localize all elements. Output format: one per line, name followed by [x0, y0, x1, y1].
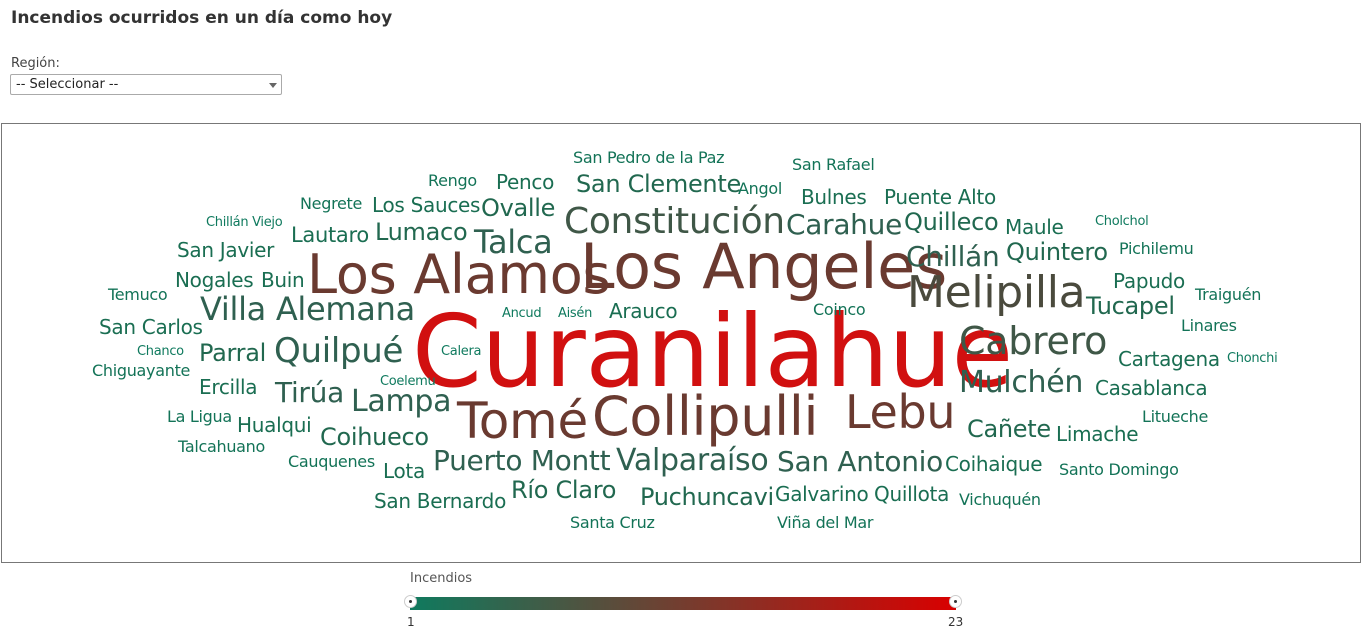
cloud-word[interactable]: Puente Alto: [884, 185, 996, 209]
cloud-word[interactable]: Rengo: [428, 171, 477, 190]
cloud-word[interactable]: Litueche: [1142, 407, 1208, 426]
cloud-word[interactable]: Villa Alemana: [200, 290, 415, 328]
cloud-word[interactable]: Casablanca: [1095, 376, 1208, 400]
cloud-word[interactable]: Quilpué: [274, 331, 404, 371]
cloud-word[interactable]: Aisén: [558, 306, 593, 321]
cloud-word[interactable]: Cauquenes: [288, 452, 375, 471]
cloud-word[interactable]: Lampa: [351, 384, 452, 419]
cloud-word[interactable]: Ancud: [502, 306, 542, 321]
region-select-value: -- Seleccionar --: [16, 77, 119, 92]
cloud-word[interactable]: La Ligua: [167, 407, 232, 426]
cloud-word[interactable]: Coinco: [813, 300, 866, 319]
legend-max-handle[interactable]: [949, 595, 962, 608]
cloud-word[interactable]: Coihaique: [945, 452, 1043, 476]
cloud-word[interactable]: Los Alamos: [307, 243, 611, 306]
cloud-word[interactable]: San Rafael: [792, 155, 875, 174]
page-title: Incendios ocurridos en un día como hoy: [11, 8, 393, 28]
cloud-word[interactable]: Chonchi: [1227, 351, 1278, 366]
cloud-word[interactable]: Temuco: [108, 285, 168, 304]
cloud-word[interactable]: Bulnes: [801, 185, 867, 209]
cloud-word[interactable]: Viña del Mar: [777, 513, 874, 532]
cloud-word[interactable]: Los Angeles: [580, 230, 947, 303]
cloud-word[interactable]: Penco: [496, 170, 555, 194]
cloud-word[interactable]: Talca: [474, 223, 553, 261]
cloud-word[interactable]: Puchuncavi: [640, 483, 774, 511]
cloud-word[interactable]: Mulchén: [959, 365, 1084, 400]
cloud-word[interactable]: Arauco: [609, 299, 678, 323]
cloud-word[interactable]: Curanilahue: [412, 293, 1013, 410]
cloud-word[interactable]: Lota: [383, 459, 425, 483]
cloud-word[interactable]: Calera: [441, 344, 482, 359]
legend-min-handle[interactable]: [404, 595, 417, 608]
word-cloud: Curanilahue Los Angeles Los Alamos Collipul…: [1, 123, 1361, 563]
cloud-word[interactable]: Los Sauces: [372, 193, 481, 217]
cloud-word[interactable]: Nogales: [175, 268, 254, 292]
cloud-word[interactable]: San Antonio: [777, 445, 943, 478]
cloud-word[interactable]: Puerto Montt: [433, 444, 611, 477]
legend-title: Incendios: [410, 571, 473, 586]
cloud-word[interactable]: Cañete: [967, 415, 1051, 443]
cloud-word[interactable]: Chanco: [137, 344, 184, 359]
cloud-word[interactable]: Angol: [738, 179, 782, 198]
cloud-word[interactable]: Coihueco: [320, 423, 429, 451]
cloud-word[interactable]: San Javier: [177, 238, 275, 262]
cloud-word[interactable]: Río Claro: [511, 476, 617, 504]
cloud-word[interactable]: Coelemu: [380, 374, 436, 389]
cloud-word[interactable]: Ercilla: [199, 375, 258, 399]
cloud-word[interactable]: Chillán: [906, 240, 1000, 273]
cloud-word[interactable]: Valparaíso: [616, 443, 769, 478]
cloud-word[interactable]: Limache: [1056, 422, 1139, 446]
cloud-word[interactable]: San Carlos: [99, 315, 203, 339]
cloud-word[interactable]: Lumaco: [375, 218, 468, 246]
cloud-word[interactable]: Collipulli: [592, 385, 819, 448]
cloud-word[interactable]: San Pedro de la Paz: [573, 148, 725, 167]
cloud-word[interactable]: Negrete: [300, 194, 363, 213]
cloud-word[interactable]: Traiguén: [1195, 285, 1262, 304]
cloud-word[interactable]: Buin: [261, 268, 305, 292]
chevron-down-icon: [269, 83, 277, 88]
cloud-word[interactable]: Tucapel: [1086, 292, 1175, 320]
cloud-word[interactable]: Chillán Viejo: [206, 215, 283, 230]
cloud-word[interactable]: Hualqui: [237, 413, 312, 437]
region-select[interactable]: -- Seleccionar --: [10, 74, 282, 95]
cloud-word[interactable]: Chiguayante: [92, 361, 191, 380]
cloud-word[interactable]: Quintero: [1006, 238, 1108, 266]
cloud-word[interactable]: Galvarino: [775, 482, 869, 506]
cloud-word[interactable]: Quillota: [874, 482, 950, 506]
cloud-word[interactable]: Quilleco: [904, 208, 999, 236]
legend-gradient: [410, 597, 956, 610]
cloud-word[interactable]: Talcahuano: [178, 437, 265, 456]
cloud-word[interactable]: Tomé: [457, 392, 588, 450]
legend-max-label: 23: [948, 615, 964, 629]
legend-min-label: 1: [407, 615, 415, 629]
cloud-word[interactable]: Cartagena: [1118, 347, 1220, 371]
cloud-word[interactable]: Vichuquén: [959, 490, 1041, 509]
cloud-word[interactable]: Maule: [1005, 215, 1064, 239]
cloud-word[interactable]: Lebu: [845, 385, 956, 439]
cloud-word[interactable]: Melipilla: [907, 267, 1086, 318]
cloud-word[interactable]: San Clemente: [576, 170, 741, 198]
cloud-word[interactable]: Cabrero: [959, 319, 1108, 363]
cloud-word[interactable]: San Bernardo: [374, 489, 507, 513]
cloud-word[interactable]: Linares: [1181, 316, 1237, 335]
cloud-word[interactable]: Santo Domingo: [1059, 460, 1179, 479]
legend-color-scale: [404, 595, 962, 610]
cloud-word[interactable]: Santa Cruz: [570, 513, 655, 532]
cloud-word[interactable]: Tirúa: [275, 376, 344, 409]
cloud-word[interactable]: Pichilemu: [1119, 239, 1194, 258]
cloud-word[interactable]: Ovalle: [481, 194, 556, 222]
cloud-word[interactable]: Cholchol: [1095, 214, 1149, 229]
cloud-word[interactable]: Papudo: [1113, 269, 1185, 293]
cloud-word[interactable]: Parral: [199, 339, 266, 367]
region-label: Región:: [11, 56, 60, 71]
cloud-word[interactable]: Lautaro: [291, 223, 369, 247]
cloud-word[interactable]: Carahue: [786, 208, 902, 241]
cloud-word[interactable]: Constitución: [564, 201, 785, 242]
